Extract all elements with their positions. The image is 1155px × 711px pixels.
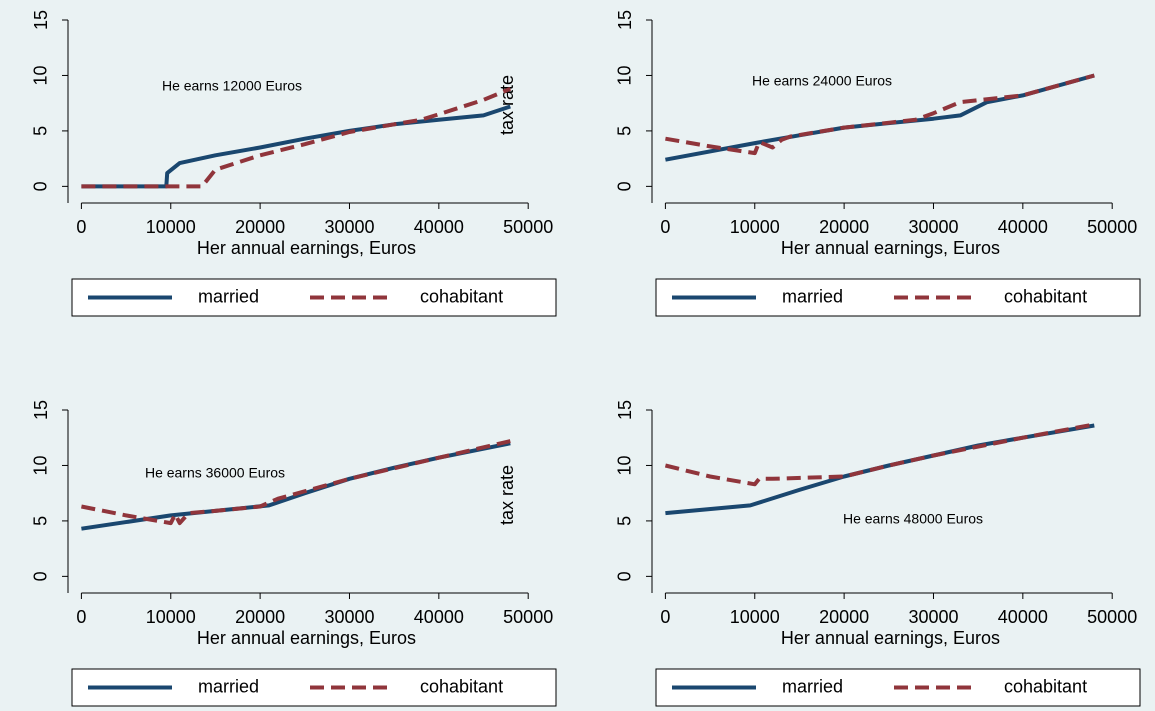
y-tick-label: 10 <box>31 65 51 85</box>
y-tick-label: 5 <box>31 516 51 526</box>
legend-label: married <box>198 676 259 696</box>
x-tick-label: 30000 <box>324 217 374 237</box>
y-tick-label: 15 <box>31 400 51 420</box>
x-tick-label: 0 <box>76 607 86 627</box>
x-axis-label: Her annual earnings, Euros <box>781 238 1000 258</box>
panel: 0 5 10 15 0 10000 20000 30000 40000 50000 Her annu… <box>31 400 557 707</box>
y-tick-label: 0 <box>615 181 635 191</box>
x-tick-label: 10000 <box>146 607 196 627</box>
x-tick-label: 40000 <box>414 607 464 627</box>
x-tick-label: 50000 <box>1087 607 1137 627</box>
y-tick-label: 0 <box>31 181 51 191</box>
x-tick-label: 10000 <box>146 217 196 237</box>
x-tick-label: 20000 <box>819 607 869 627</box>
y-tick-label: 5 <box>615 126 635 136</box>
x-tick-label: 40000 <box>998 607 1048 627</box>
x-tick-label: 30000 <box>908 217 958 237</box>
y-tick-label: 5 <box>615 516 635 526</box>
line-1 <box>665 73 1095 156</box>
x-axis-label: Her annual earnings, Euros <box>197 628 416 648</box>
x-tick-label: 30000 <box>908 607 958 627</box>
line-1 <box>664 422 1095 487</box>
line-1 <box>81 86 512 189</box>
y-tick-label: 10 <box>31 455 51 475</box>
y-axis-label: tax rate <box>497 75 517 135</box>
x-tick-label: 20000 <box>819 217 869 237</box>
y-tick-label: 0 <box>615 571 635 581</box>
x-tick-label: 0 <box>660 217 670 237</box>
x-tick-label: 0 <box>660 607 670 627</box>
annotation: He earns 48000 Euros <box>843 511 983 527</box>
line-0 <box>81 104 511 189</box>
x-tick-label: 20000 <box>235 217 285 237</box>
x-tick-label: 40000 <box>998 217 1048 237</box>
panel: 0 5 10 15 0 10000 20000 30000 40000 50000 Her annu… <box>31 10 557 317</box>
x-axis-label: Her annual earnings, Euros <box>197 238 416 258</box>
x-tick-label: 10000 <box>730 217 780 237</box>
y-tick-label: 15 <box>615 10 635 30</box>
x-tick-label: 50000 <box>1087 217 1137 237</box>
legend-label: cohabitant <box>1004 286 1087 306</box>
legend-label: married <box>782 676 843 696</box>
legend-label: married <box>198 286 259 306</box>
x-tick-label: 0 <box>76 217 86 237</box>
legend-label: married <box>782 286 843 306</box>
y-tick-label: 5 <box>31 126 51 136</box>
annotation: He earns 24000 Euros <box>752 73 892 89</box>
panel: 0 5 10 15 0 10000 20000 30000 40000 50000 Her annu… <box>615 400 1141 707</box>
x-tick-label: 50000 <box>503 607 553 627</box>
y-tick-label: 15 <box>31 10 51 30</box>
x-tick-label: 30000 <box>324 607 374 627</box>
annotation: He earns 12000 Euros <box>162 78 302 94</box>
y-tick-label: 0 <box>31 571 51 581</box>
legend-label: cohabitant <box>420 676 503 696</box>
x-axis-label: Her annual earnings, Euros <box>781 628 1000 648</box>
x-tick-label: 20000 <box>235 607 285 627</box>
annotation: He earns 36000 Euros <box>145 465 285 481</box>
legend-label: cohabitant <box>420 286 503 306</box>
legend-label: cohabitant <box>1004 676 1087 696</box>
line-0 <box>665 423 1095 516</box>
y-tick-label: 10 <box>615 455 635 475</box>
x-tick-label: 40000 <box>414 217 464 237</box>
y-axis-label: tax rate <box>497 465 517 525</box>
panel: 0 5 10 15 0 10000 20000 30000 40000 50000 Her annu… <box>615 10 1141 317</box>
y-tick-label: 15 <box>615 400 635 420</box>
x-tick-label: 10000 <box>730 607 780 627</box>
x-tick-label: 50000 <box>503 217 553 237</box>
y-tick-label: 10 <box>615 65 635 85</box>
line-1 <box>81 439 511 526</box>
